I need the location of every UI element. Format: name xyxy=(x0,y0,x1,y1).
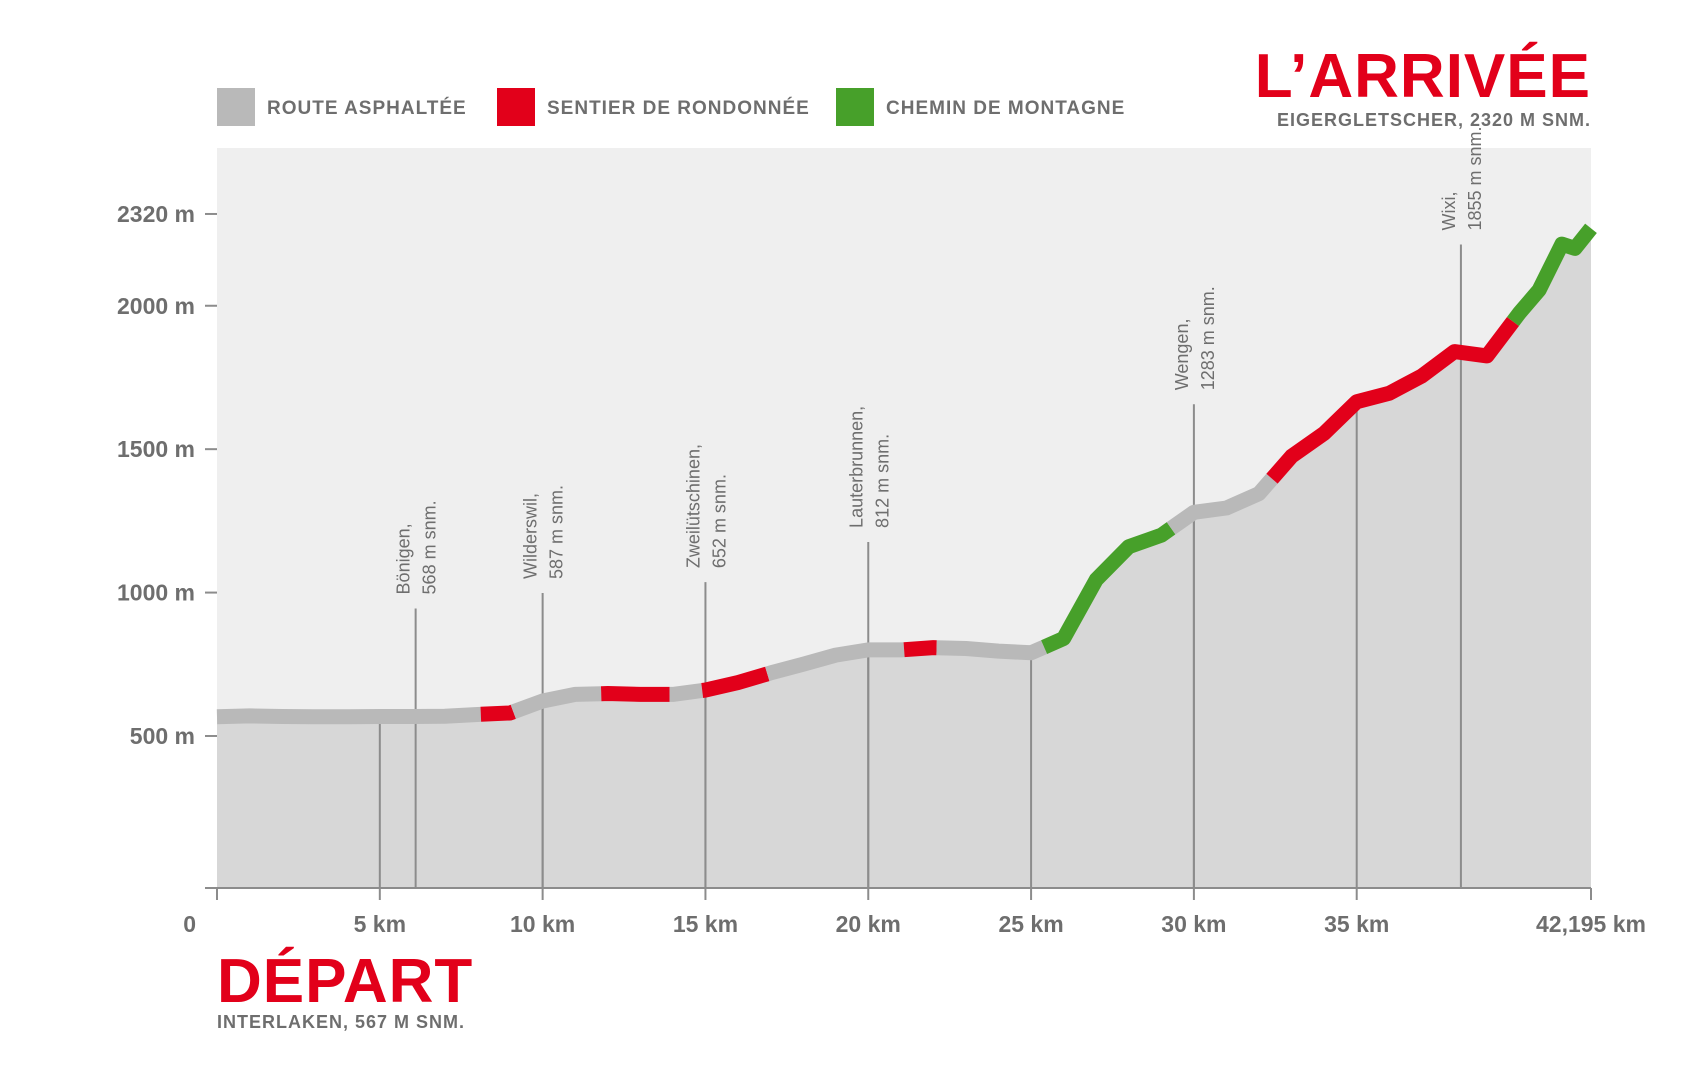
annotation-line: 1855 m snm. xyxy=(1465,126,1485,230)
annotation-line: Lauterbrunnen, xyxy=(846,406,866,528)
axes: 500 m 1000 m 1500 m 2000 m 2320 m 0 5 km 10 km 1… xyxy=(117,201,1646,937)
x-tick-label: 30 km xyxy=(1161,911,1226,937)
x-tick-label: 42,195 km xyxy=(1536,911,1646,937)
route-segment-asphalt xyxy=(936,640,1048,661)
annotation-line: Zweilütschinen, xyxy=(683,444,703,568)
x-tick-label: 20 km xyxy=(836,911,901,937)
annotation-line: Wilderswil, xyxy=(521,493,541,579)
annotation-line: 1283 m snm. xyxy=(1198,286,1218,390)
route-segment-mountain xyxy=(1041,522,1176,654)
finish-subtitle: EIGERGLETSCHER, 2320 M SNM. xyxy=(1277,110,1591,130)
annotation-line: Wixi, xyxy=(1439,192,1459,231)
x-tick-label: 35 km xyxy=(1324,911,1389,937)
route-segment-trail xyxy=(600,686,670,702)
y-tick-label: 2000 m xyxy=(117,293,195,319)
annotation-label: Wengen, 1283 m snm. xyxy=(1172,286,1218,390)
annotation-label: Wixi, 1855 m snm. xyxy=(1439,126,1485,230)
location-annotations: Bönigen, 568 m snm. Wilderswil, 587 m snm. Z… xyxy=(394,126,1485,888)
route-segment-trail xyxy=(903,640,941,658)
legend-swatch xyxy=(836,88,874,126)
legend-label: CHEMIN DE MONTAGNE xyxy=(886,98,1125,119)
start-subtitle: INTERLAKEN, 567 M SNM. xyxy=(217,1012,465,1032)
legend-swatch xyxy=(497,88,535,126)
titles: L’ARRIVÉE EIGERGLETSCHER, 2320 M SNM. DÉ… xyxy=(217,42,1591,1032)
y-tick-label: 1000 m xyxy=(117,580,195,606)
route-segment-asphalt xyxy=(1166,473,1278,535)
annotation-label: Bönigen, 568 m snm. xyxy=(394,500,440,594)
route-segment-trail xyxy=(480,704,518,722)
route-line xyxy=(216,223,1597,725)
annotation-label: Wilderswil, 587 m snm. xyxy=(521,485,567,579)
annotation-line: Wengen, xyxy=(1172,319,1192,391)
route-segment-asphalt xyxy=(763,642,909,682)
x-tick-label: 5 km xyxy=(354,911,406,937)
annotation-line: 652 m snm. xyxy=(709,474,729,568)
y-tick-label: 1500 m xyxy=(117,436,195,462)
route-segment-asphalt xyxy=(216,706,485,725)
x-tick-label: 10 km xyxy=(510,911,575,937)
route-segment-trail xyxy=(697,666,770,698)
start-title: DÉPART xyxy=(217,947,473,1016)
annotation-line: Bönigen, xyxy=(394,523,414,594)
annotation-label: Lauterbrunnen, 812 m snm. xyxy=(846,406,892,528)
annotation-line: 812 m snm. xyxy=(872,434,892,528)
x-tick-label: 15 km xyxy=(673,911,738,937)
y-tick-label: 500 m xyxy=(130,723,195,749)
elevation-area xyxy=(217,228,1591,889)
route-segment-asphalt xyxy=(510,686,602,719)
annotation-line: 568 m snm. xyxy=(420,500,440,594)
finish-title: L’ARRIVÉE xyxy=(1255,42,1591,111)
route-segment-trail xyxy=(1266,316,1519,484)
legend-label: SENTIER DE RONDONNÉE xyxy=(547,97,810,119)
x-tick-label: 25 km xyxy=(998,911,1063,937)
x-tick-label: 0 xyxy=(183,911,196,937)
legend: ROUTE ASPHALTÉE SENTIER DE RONDONNÉE CHEMI… xyxy=(217,88,1125,126)
legend-label: ROUTE ASPHALTÉE xyxy=(267,97,467,119)
route-segment-asphalt xyxy=(665,683,704,702)
route-segment-mountain xyxy=(1507,223,1597,327)
annotation-label: Zweilütschinen, 652 m snm. xyxy=(683,444,729,568)
annotation-line: 587 m snm. xyxy=(547,485,567,579)
legend-swatch xyxy=(217,88,255,126)
y-tick-label: 2320 m xyxy=(117,201,195,227)
